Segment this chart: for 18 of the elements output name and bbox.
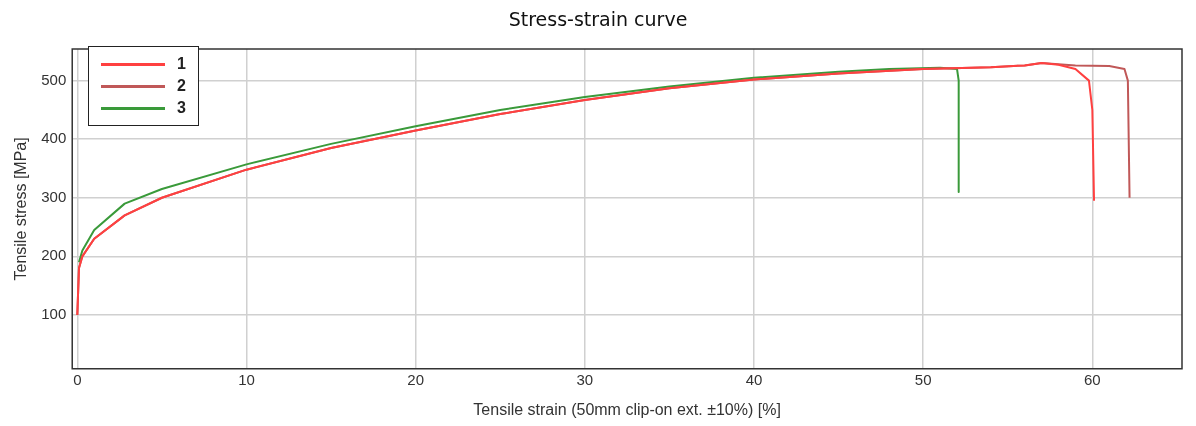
y-tick-label: 100 (41, 305, 67, 323)
x-axis-title: Tensile strain (50mm clip-on ext. ±10%) [%] (473, 400, 781, 418)
x-tick-label: 20 (407, 370, 424, 388)
y-tick-label: 400 (41, 129, 67, 147)
legend-label: 2 (177, 77, 186, 95)
x-tick-label: 30 (576, 370, 594, 388)
x-tick-label: 60 (1083, 370, 1101, 388)
x-tick-label: 10 (238, 370, 255, 388)
x-tick-label: 0 (73, 370, 82, 388)
x-tick-label: 50 (914, 370, 932, 388)
y-tick-label: 500 (41, 70, 67, 88)
y-tick-label: 200 (41, 246, 67, 264)
y-tick-label: 300 (41, 187, 67, 205)
legend-label: 3 (177, 99, 186, 117)
chart-title: Stress-strain curve (507, 8, 689, 32)
x-tick-label: 40 (745, 370, 763, 388)
legend-label: 1 (177, 55, 186, 73)
y-axis-title: Tensile stress [MPa] (12, 137, 30, 281)
